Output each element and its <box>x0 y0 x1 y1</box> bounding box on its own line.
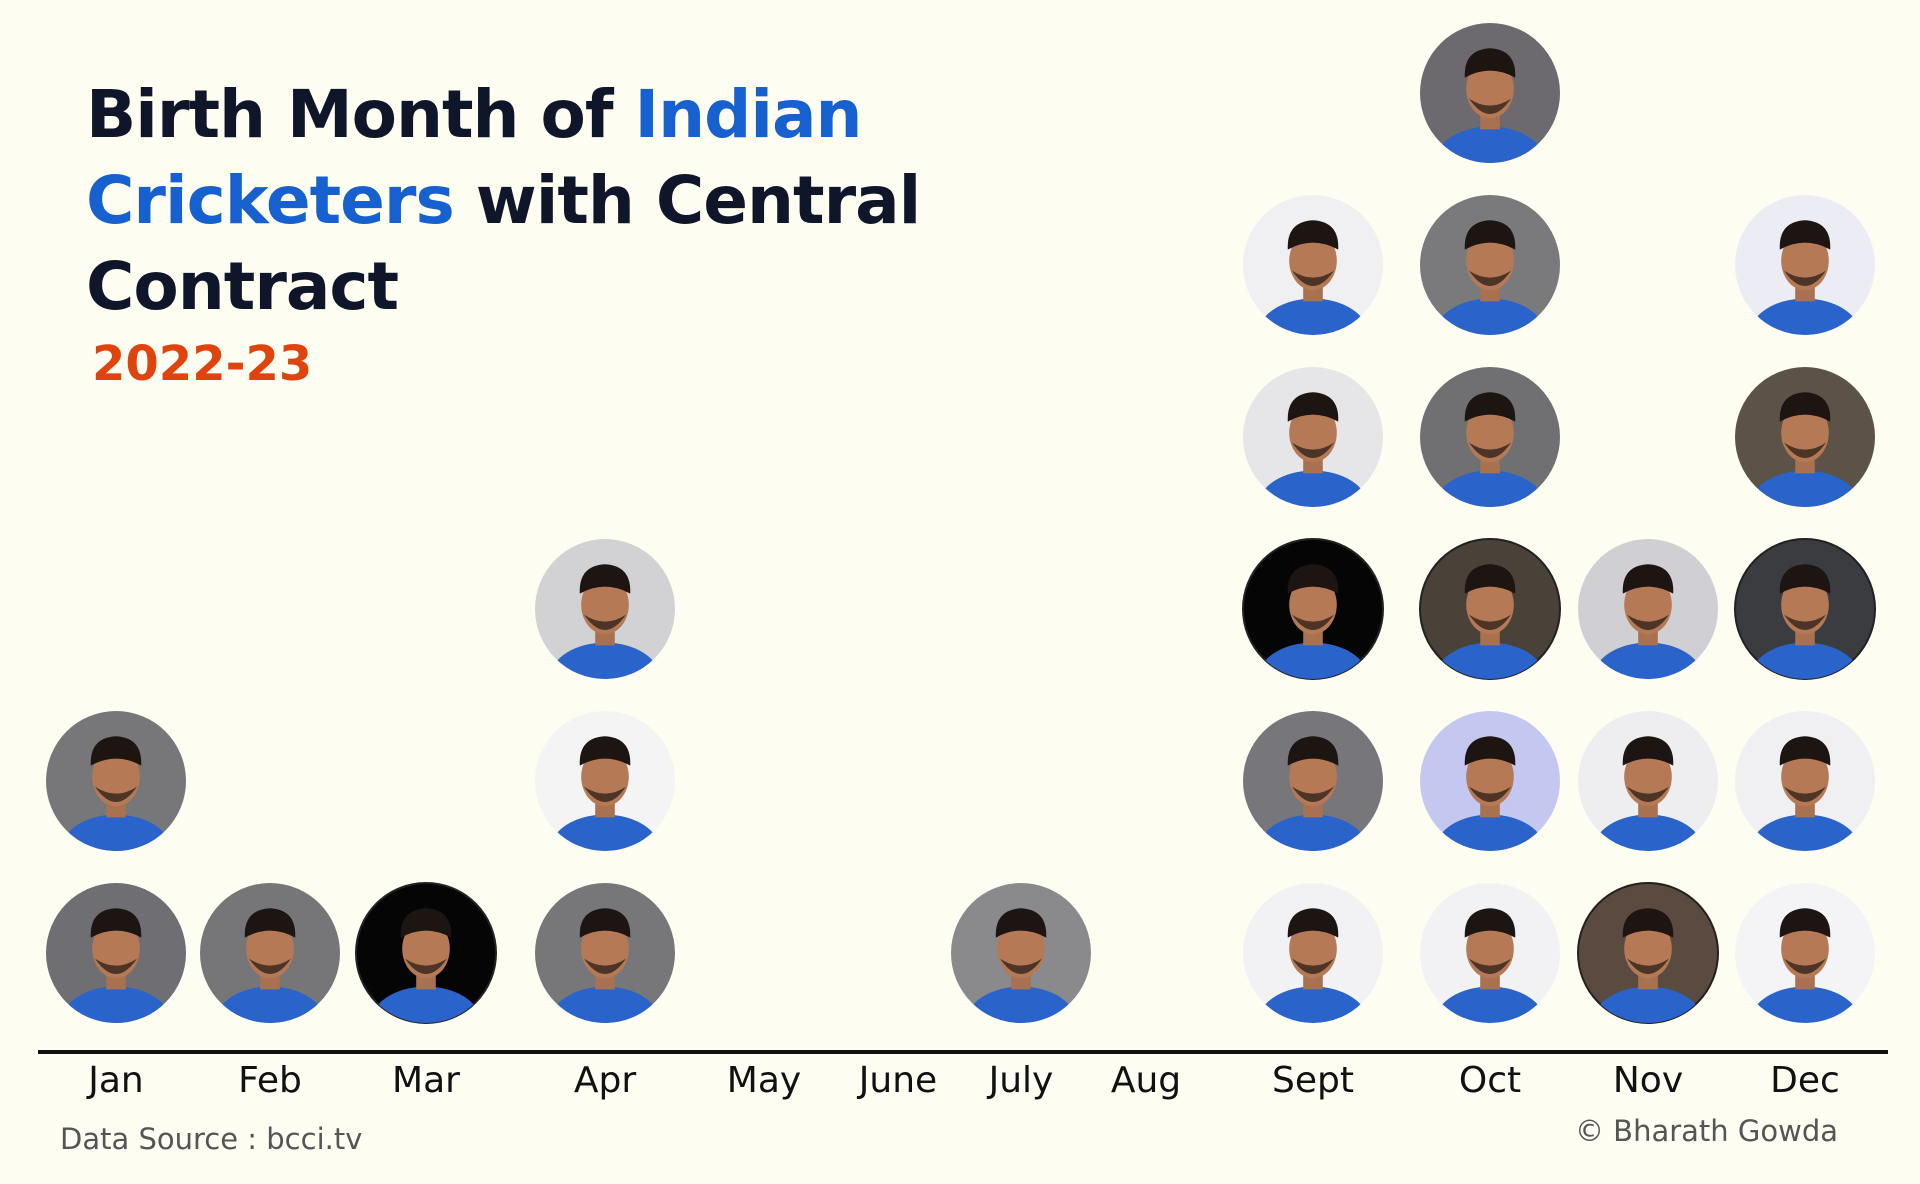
player-marker <box>1735 367 1875 507</box>
player-marker <box>1420 883 1560 1023</box>
player-marker <box>1243 195 1383 335</box>
x-tick-label: Mar <box>392 1060 460 1101</box>
player-marker <box>1734 538 1876 680</box>
player-marker <box>46 883 186 1023</box>
player-marker <box>1735 883 1875 1023</box>
x-tick-label: June <box>857 1060 937 1101</box>
player-marker <box>1243 883 1383 1023</box>
data-source-note: Data Source : bcci.tv <box>60 1122 363 1156</box>
player-marker <box>1420 367 1560 507</box>
x-axis-labels: Jan Feb Mar Apr May June July Aug Sept Oct Nov Dec <box>86 1060 1840 1101</box>
x-tick-label: Aug <box>1111 1060 1181 1101</box>
x-tick-label: May <box>727 1060 801 1101</box>
x-tick-label: Apr <box>574 1060 636 1101</box>
player-marker <box>1243 367 1383 507</box>
player-marker <box>200 883 340 1023</box>
x-tick-label: Sept <box>1272 1060 1354 1101</box>
chart-title: Birth Month of Indian Cricketers with Ce… <box>86 76 921 325</box>
chart-subtitle: 2022-23 <box>92 336 313 392</box>
player-marker <box>1420 711 1560 851</box>
author-credit: © Bharath Gowda <box>1574 1114 1838 1148</box>
player-marker <box>1243 711 1383 851</box>
player-marker <box>1420 195 1560 335</box>
player-marker <box>535 711 675 851</box>
x-tick-label: Dec <box>1770 1060 1840 1101</box>
x-tick-label: July <box>987 1060 1054 1101</box>
player-marker <box>535 883 675 1023</box>
player-marker <box>951 883 1091 1023</box>
player-marker <box>1242 538 1384 680</box>
x-tick-label: Feb <box>238 1060 302 1101</box>
x-tick-label: Jan <box>86 1060 144 1101</box>
player-marker <box>1577 882 1719 1024</box>
player-marker <box>355 882 497 1024</box>
player-marker <box>1419 538 1561 680</box>
player-marker <box>535 539 675 679</box>
x-tick-label: Oct <box>1459 1060 1521 1101</box>
player-marker <box>46 711 186 851</box>
player-marker <box>1420 23 1560 163</box>
player-marker <box>1735 195 1875 335</box>
player-marker <box>1578 539 1718 679</box>
player-marker <box>1578 711 1718 851</box>
player-markers <box>46 23 1876 1024</box>
x-tick-label: Nov <box>1613 1060 1683 1101</box>
player-marker <box>1735 711 1875 851</box>
